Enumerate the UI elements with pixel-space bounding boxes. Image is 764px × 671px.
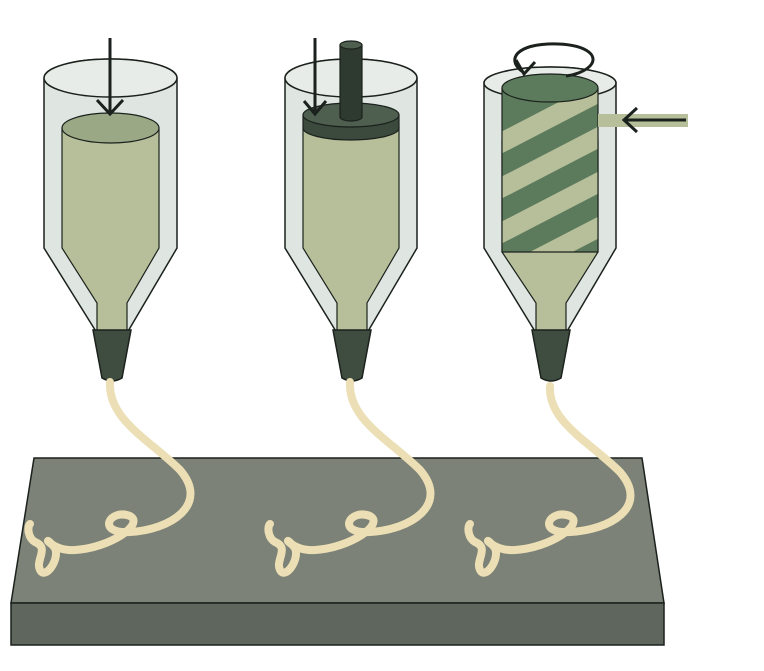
filament-1 [24,378,195,577]
nozzle-tip [332,329,372,382]
rotation-arrow [513,42,595,78]
feed-arrow [621,106,686,134]
platform-front [10,602,665,646]
air-pressure-arrow [95,38,125,117]
nozzle-tip [531,329,571,382]
pneumatic-extruder [43,38,178,382]
nozzle-tip [92,329,132,382]
pressure-arrow [302,38,328,117]
screw-outline [501,88,599,253]
screw-top [501,73,599,103]
build-platform [10,457,665,646]
piston-rod [339,44,363,122]
screw-extruder [483,42,688,382]
filament-3 [464,382,635,577]
material-top [61,112,160,144]
piston-rod-top [339,40,363,50]
piston-extruder [284,38,418,382]
extruded-filaments [24,378,635,577]
filament-2 [264,378,435,577]
